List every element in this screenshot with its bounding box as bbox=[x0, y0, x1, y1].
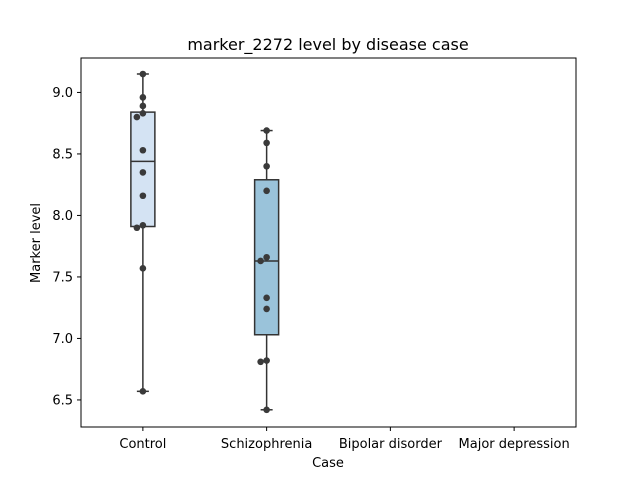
y-tick-label: 8.5 bbox=[52, 147, 73, 162]
data-point bbox=[133, 113, 141, 121]
data-point bbox=[263, 127, 270, 134]
data-point bbox=[139, 146, 147, 154]
y-tick-label: 9.0 bbox=[52, 86, 73, 101]
data-point bbox=[139, 221, 147, 229]
data-point bbox=[263, 162, 270, 170]
data-point bbox=[263, 305, 270, 313]
data-point bbox=[139, 192, 147, 200]
data-point bbox=[139, 265, 147, 272]
y-tick-label: 7.0 bbox=[52, 332, 73, 347]
data-point bbox=[263, 187, 270, 195]
y-tick-label: 8.0 bbox=[52, 209, 73, 224]
data-point bbox=[257, 358, 264, 366]
data-point bbox=[263, 406, 270, 414]
x-tick-label: Schizophrenia bbox=[221, 437, 312, 452]
plot-frame bbox=[80, 57, 577, 428]
plot-area: 6.5 7.0 7.5 8.0 8.5 9.0 Control Schizophrenia Bi… bbox=[52, 57, 577, 452]
data-point bbox=[263, 139, 270, 147]
data-point bbox=[263, 294, 270, 302]
x-tick-label: Control bbox=[119, 437, 166, 452]
data-point bbox=[263, 253, 270, 261]
chart-title: marker_2272 level by disease case bbox=[187, 35, 468, 55]
data-point bbox=[139, 388, 147, 395]
x-axis-label: Case bbox=[312, 456, 344, 471]
data-point bbox=[139, 70, 147, 78]
data-point bbox=[263, 357, 270, 364]
x-tick-label: Bipolar disorder bbox=[339, 437, 443, 452]
data-point bbox=[133, 224, 141, 232]
data-point bbox=[139, 102, 147, 110]
data-point bbox=[139, 94, 147, 101]
y-tick-label: 6.5 bbox=[52, 393, 73, 408]
y-tick-label: 7.5 bbox=[52, 270, 73, 285]
y-axis-label: Marker level bbox=[29, 203, 44, 283]
data-point bbox=[139, 110, 147, 117]
data-point bbox=[139, 169, 147, 176]
x-tick-label: Major depression bbox=[459, 437, 570, 452]
data-point bbox=[257, 257, 264, 265]
